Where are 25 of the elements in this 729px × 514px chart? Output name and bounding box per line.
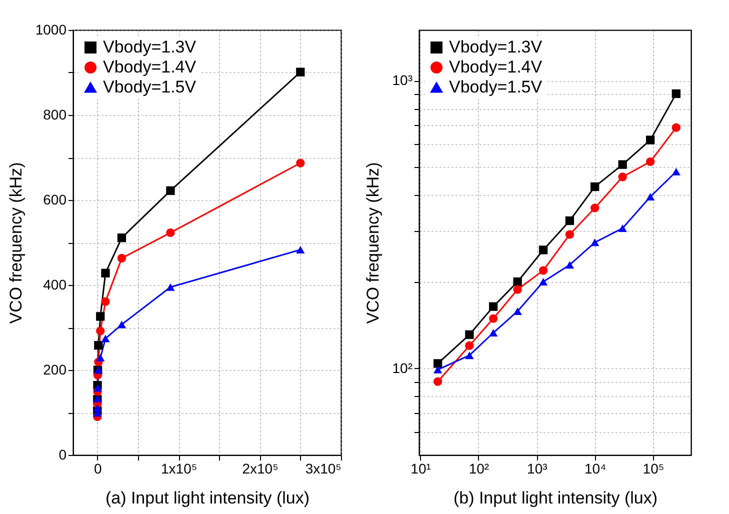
y-tick-label: 800 [43,106,67,122]
y-axis-title: VCO frequency (kHz) [6,162,26,324]
x-tick-label: 10¹ [410,460,432,476]
legend-label: Vbody=1.4V [449,58,543,76]
y-tick-label: 200 [43,362,67,378]
legend-label: Vbody=1.4V [103,58,197,76]
x-tick-label: 3x10⁵ [305,460,342,476]
legend-label: Vbody=1.5V [103,78,197,96]
x-tick-label: 1x10⁵ [160,460,198,476]
x-tick-label: 10⁴ [584,460,606,476]
x-axis-title: (a) Input light intensity (lux) [105,488,310,508]
y-tick-label: 1000 [35,22,67,38]
y-tick-label: 600 [43,192,67,208]
y-axis-title: VCO frequency (kHz) [363,162,382,324]
legend-label: Vbody=1.5V [449,78,543,96]
x-tick-label: 10³ [527,460,548,476]
x-axis-title: (b) Input light intensity (lux) [453,488,658,508]
legend-label: Vbody=1.3V [449,38,543,56]
y-tick-label: 0 [58,446,67,462]
legend-label: Vbody=1.3V [103,38,197,56]
x-tick-label: 2x10⁵ [242,460,278,476]
x-tick-label: 10² [468,460,490,476]
x-tick-label: 10⁵ [642,460,664,476]
y-tick-label: 400 [43,276,67,292]
x-tick-label: 0 [94,460,102,476]
